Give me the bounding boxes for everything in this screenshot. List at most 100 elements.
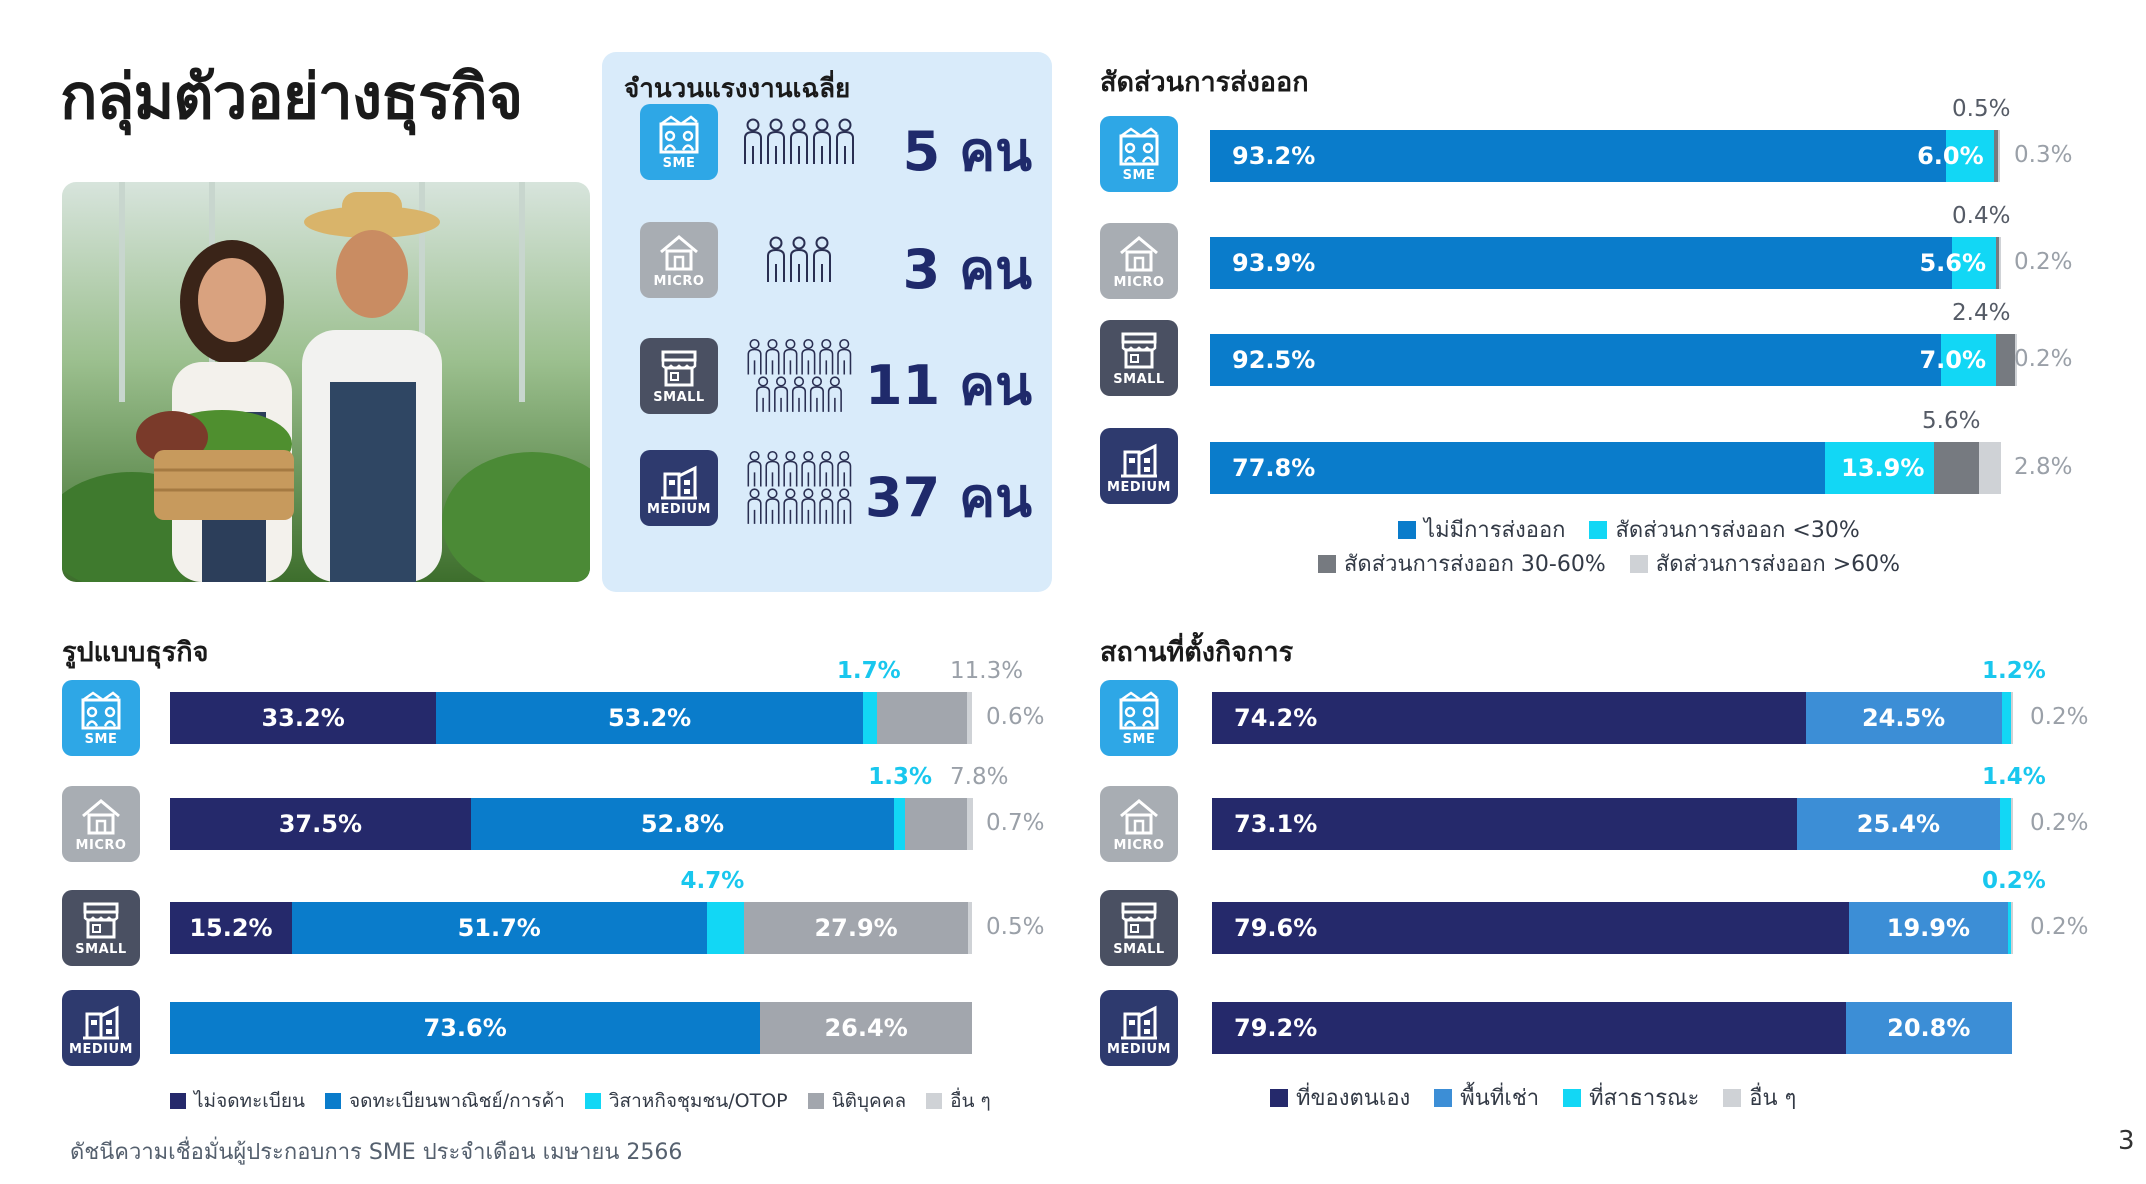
person-icon [767, 236, 785, 282]
legend-swatch [926, 1093, 943, 1109]
location-chart-title: สถานที่ตั้งกิจการ [1100, 637, 1294, 668]
data-label: 24.5% [1861, 704, 1946, 732]
legend-label: ที่ของตนเอง [1296, 1086, 1411, 1111]
biz-size-label: SME [84, 731, 118, 747]
data-label: 53.2% [607, 704, 692, 732]
public-area-label: 1.2% [1982, 658, 2046, 684]
legend-item: สัดส่วนการส่งออก >60% [1629, 546, 1900, 581]
bar-segment [1996, 237, 2000, 289]
person-icon [747, 488, 762, 524]
legend-label: ไม่มีการส่งออก [1424, 518, 1566, 543]
person-icon [747, 338, 762, 375]
data-label: 73.6% [423, 1014, 507, 1042]
legend-swatch [1270, 1088, 1288, 1107]
export-bar-small: 92.5% 7.0% [1210, 334, 2017, 386]
export-bar-medium: 77.8% 13.9% [1210, 442, 2001, 494]
factory-icon [661, 465, 697, 499]
bar-segment [2010, 902, 2013, 954]
employee-count: 11 คน [865, 354, 1032, 417]
biz-size-icon-sme: SME [1100, 680, 1178, 756]
biz-size-label: SME [662, 155, 696, 171]
factory-icon [1121, 1005, 1157, 1039]
biz-size-icon-medium: MEDIUM [62, 990, 140, 1066]
legend-item: สัดส่วนการส่งออก 30-60% [1318, 546, 1606, 581]
factory-icon [83, 1005, 119, 1039]
person-icon [836, 338, 851, 375]
biz-size-label: SMALL [653, 389, 705, 405]
bar-segment: 93.2% [1210, 130, 1947, 182]
legend-item: ที่ของตนเอง [1270, 1080, 1410, 1115]
legend-item: ที่สาธารณะ [1563, 1080, 1699, 1115]
legend-swatch [1589, 520, 1608, 539]
person-icon [765, 488, 780, 524]
person-icon [774, 376, 789, 412]
biz-size-label: MEDIUM [647, 501, 711, 517]
export-legend-row2: สัดส่วนการส่งออก 30-60% สัดส่วนการส่งออก… [1318, 546, 1924, 581]
farmers-photo [62, 182, 590, 582]
person-icon [813, 236, 831, 282]
bar-segment [1934, 442, 1979, 494]
juristic-label: 7.8% [950, 764, 1009, 790]
legend-swatch [1563, 1088, 1582, 1107]
location-bar-small: 79.6% 19.9% [1212, 902, 2013, 954]
person-icon [790, 236, 808, 282]
legend-swatch [584, 1093, 601, 1109]
house-icon [660, 234, 698, 270]
data-label: 52.8% [640, 810, 725, 838]
bar-segment [967, 692, 972, 744]
bar-segment: 53.2% [436, 692, 863, 744]
shop-icon [83, 902, 119, 938]
other-label: 0.7% [986, 810, 1045, 836]
juristic-label: 11.3% [950, 658, 1024, 684]
legend-item: นิติบุคคล [807, 1086, 906, 1116]
person-icon [809, 376, 824, 412]
biz-size-icon-sme: SME [62, 680, 140, 756]
public-area-label: 1.4% [1982, 764, 2046, 790]
location-legend: ที่ของตนเอง พื้นที่เช่า ที่สาธารณะ อื่น … [1270, 1080, 1796, 1115]
bar-segment: 6.0% [1917, 130, 1994, 182]
other-label: 0.5% [986, 914, 1045, 940]
bar-segment [2011, 798, 2014, 850]
data-label: 6.0% [1917, 142, 1984, 170]
footer-source: ดัชนีความเชื่อมั่นผู้ประกอบการ SME ประจำ… [70, 1140, 683, 1165]
data-label: 93.2% [1232, 142, 1316, 170]
biz-size-icon-micro: MICRO [1100, 223, 1178, 299]
business-type-bar-medium: 73.6% 26.4% [170, 1002, 972, 1054]
legend-item: ไม่มีการส่งออก [1398, 512, 1565, 547]
biz-size-label: MICRO [1113, 837, 1165, 853]
bar-segment [2011, 692, 2014, 744]
biz-size-label: SMALL [1113, 941, 1165, 957]
location-bar-micro: 73.1% 25.4% [1212, 798, 2014, 850]
person-icon [818, 450, 833, 487]
export-bar-micro: 93.9% 5.6% [1210, 237, 2001, 289]
bar-segment [1997, 130, 2000, 182]
biz-size-icon-sme: SME [640, 104, 718, 180]
person-icon [836, 118, 854, 164]
biz-size-label: MICRO [1113, 274, 1165, 290]
bar-segment [1999, 237, 2001, 289]
biz-size-label: SMALL [75, 941, 127, 957]
farmers-photo-illustration [62, 182, 590, 582]
export-over60-label: 0.2% [2014, 249, 2073, 275]
legend-item: พื้นที่เช่า [1434, 1080, 1539, 1115]
sme-group-icon [659, 114, 699, 153]
bar-segment [862, 692, 877, 744]
biz-size-icon-medium: MEDIUM [1100, 990, 1178, 1066]
biz-size-icon-micro: MICRO [62, 786, 140, 862]
bar-segment: 79.6% [1212, 902, 1849, 954]
person-icon [818, 338, 833, 375]
person-icon [747, 450, 762, 487]
bar-segment: 7.0% [1919, 334, 1997, 386]
export-over60-label: 2.8% [2014, 454, 2073, 480]
legend-item: จดทะเบียนพาณิชย์/การค้า [324, 1086, 565, 1116]
legend-swatch [170, 1093, 186, 1109]
person-icon [783, 338, 798, 375]
legend-label: ที่สาธารณะ [1589, 1086, 1700, 1111]
biz-size-label: MEDIUM [1107, 1041, 1171, 1057]
bar-segment [876, 692, 968, 744]
legend-label: อื่น ๆ [1749, 1086, 1797, 1111]
person-icon [765, 338, 780, 375]
bar-segment: 92.5% [1210, 334, 1941, 386]
person-icon [756, 376, 771, 412]
bar-segment [706, 902, 745, 954]
